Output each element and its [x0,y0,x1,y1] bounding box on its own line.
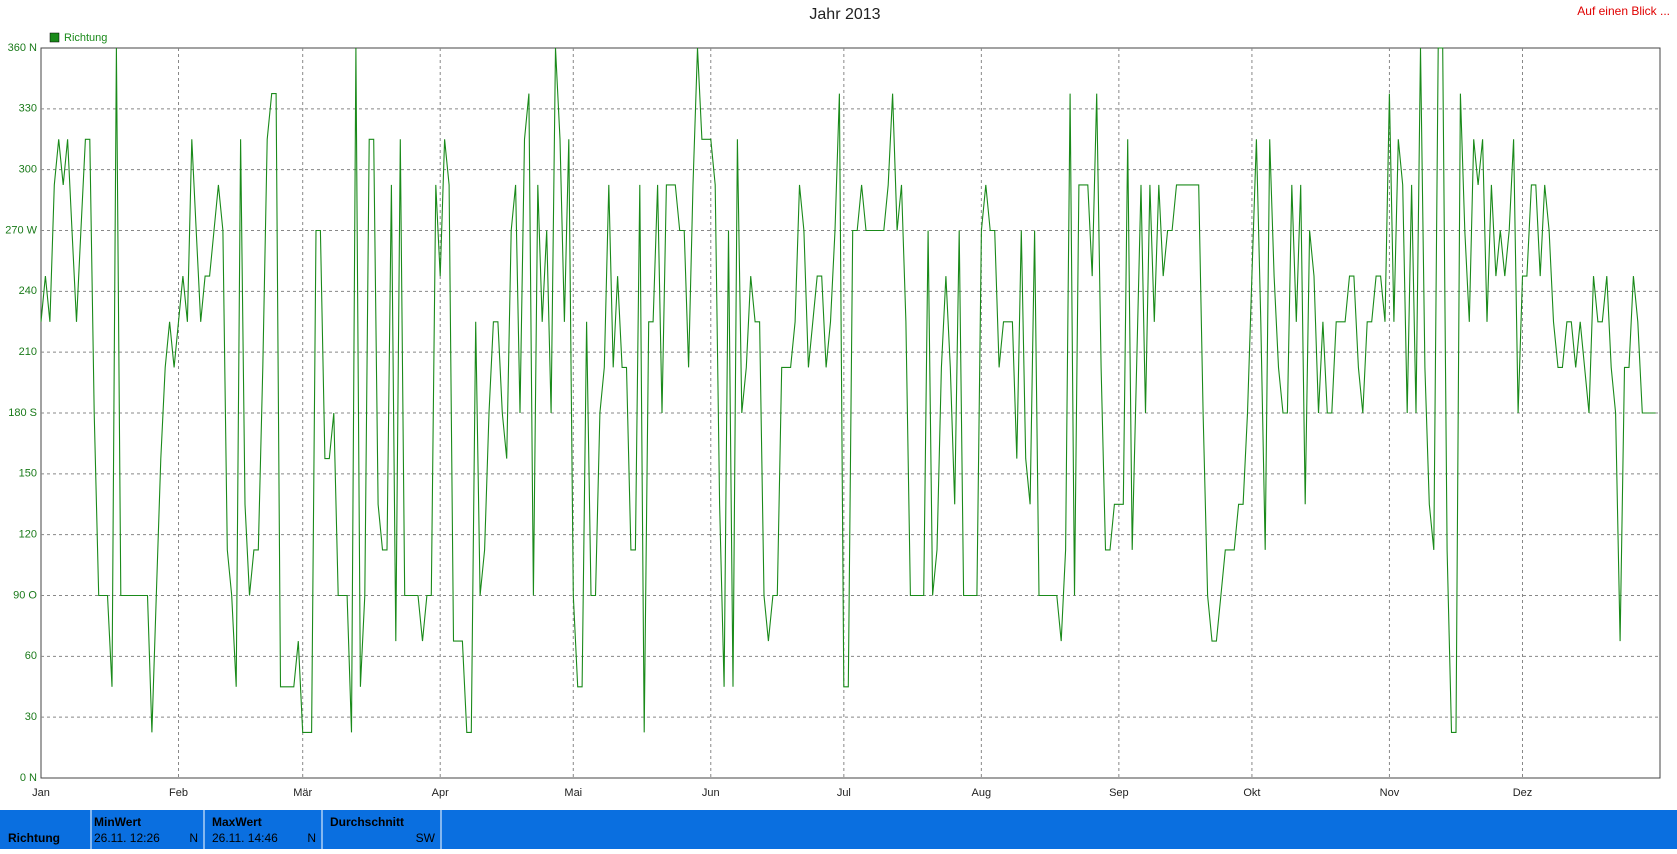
x-tick-label: Feb [169,787,188,799]
x-tick-label: Jul [837,787,851,799]
link[interactable]: Auf einen Blick ... [1577,4,1670,18]
row-label: Richtung [8,831,60,845]
y-tick-label: 0 N [20,772,37,784]
x-tick-label: Jan [32,787,50,799]
cell: 26.11. 14:46 [212,831,278,845]
x-tick-label: Dez [1513,787,1533,799]
y-tick-label: 360 N [8,42,37,54]
x-tick-label: Jun [702,787,720,799]
column-header: MaxWert [212,815,262,829]
x-tick-label: Mär [293,787,312,799]
x-tick-label: Okt [1243,787,1260,799]
cell: 26.11. 12:26 [94,831,160,845]
y-tick-label: 180 S [8,407,37,419]
y-tick-label: 270 W [5,224,37,236]
y-tick-label: 300 [19,164,37,176]
legend-swatch [49,32,60,43]
y-tick-label: 330 [19,103,37,115]
chart-title: Jahr 2013 [809,6,880,23]
y-tick-label: 150 [19,468,37,480]
summary-bar [0,810,1677,849]
data-line [40,47,1656,733]
y-tick-label: 90 O [13,589,37,601]
x-tick-label: Nov [1380,787,1400,799]
y-tick-label: 60 [25,650,37,662]
x-tick-label: Aug [972,787,992,799]
x-tick-label: Mai [564,787,582,799]
y-tick-label: 30 [25,711,37,723]
y-tick-label: 120 [19,529,37,541]
column-header: Durchschnitt [330,815,404,829]
legend-label: Richtung [64,32,107,44]
x-tick-label: Sep [1109,787,1129,799]
y-tick-label: 240 [19,285,37,297]
y-tick-label: 210 [19,346,37,358]
cell: N [189,831,198,845]
column-header: MinWert [94,815,141,829]
x-tick-label: Apr [432,787,449,799]
cell: SW [416,831,436,845]
cell: N [307,831,316,845]
